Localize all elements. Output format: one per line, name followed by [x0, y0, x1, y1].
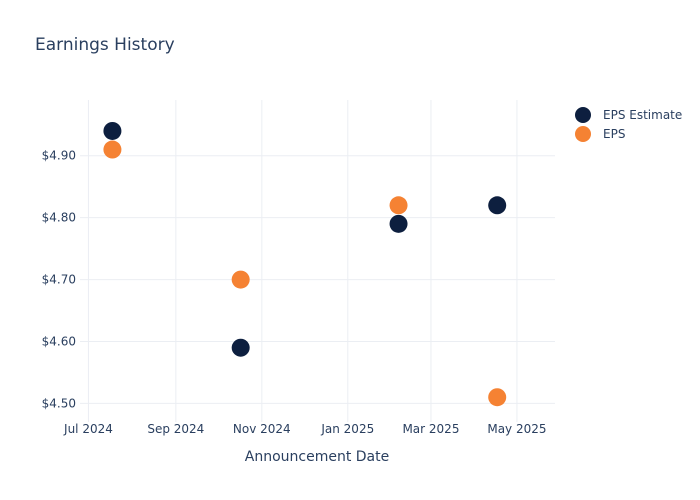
legend-item[interactable]: EPS [575, 126, 625, 142]
eps-point[interactable] [231, 270, 250, 289]
series-eps-estimate [103, 121, 507, 357]
y-tick-label: $4.70 [42, 273, 76, 287]
x-tick-label: Jan 2025 [320, 422, 374, 436]
eps-estimate-point[interactable] [389, 214, 408, 233]
legend-item[interactable]: EPS Estimate [575, 107, 682, 123]
chart-title: Earnings History [35, 35, 175, 55]
eps-estimate-point[interactable] [488, 196, 507, 215]
data-points [103, 121, 507, 407]
x-axis-title: Announcement Date [245, 449, 389, 465]
y-tick-label: $4.80 [42, 211, 76, 225]
eps-point[interactable] [488, 388, 507, 407]
y-tick-label: $4.50 [42, 396, 76, 410]
x-tick-label: Mar 2025 [402, 422, 459, 436]
x-axis-ticks: Jul 2024 Sep 2024 Nov 2024 Jan 2025 Mar 2025… [63, 422, 546, 436]
y-tick-label: $4.90 [42, 149, 76, 163]
legend-label: EPS [603, 127, 625, 141]
series-eps [103, 140, 507, 407]
legend-label: EPS Estimate [603, 108, 682, 122]
legend-marker [575, 107, 591, 123]
y-tick-label: $4.60 [42, 335, 76, 349]
legend: EPS Estimate EPS [575, 107, 682, 142]
x-tick-label: Sep 2024 [147, 422, 204, 436]
x-tick-label: May 2025 [487, 422, 546, 436]
eps-estimate-point[interactable] [103, 121, 122, 140]
grid [80, 100, 555, 422]
y-axis-ticks: $4.50 $4.60 $4.70 $4.80 $4.90 [42, 149, 76, 411]
eps-point[interactable] [103, 140, 122, 159]
legend-marker [575, 126, 591, 142]
x-tick-label: Nov 2024 [233, 422, 291, 436]
eps-point[interactable] [389, 196, 408, 215]
eps-estimate-point[interactable] [231, 338, 250, 357]
x-tick-label: Jul 2024 [63, 422, 113, 436]
